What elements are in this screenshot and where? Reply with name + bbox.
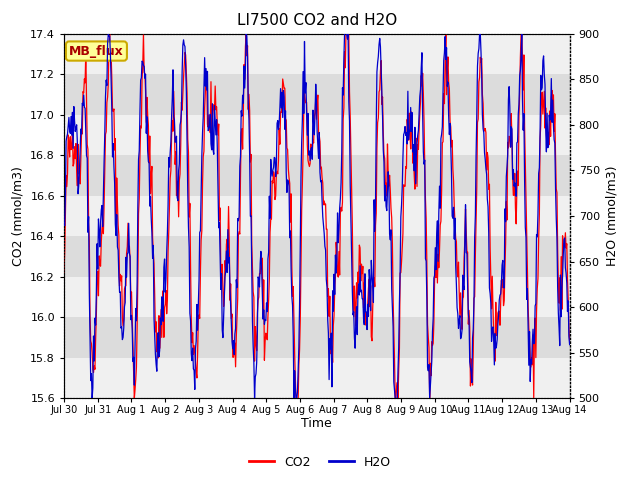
Text: MB_flux: MB_flux bbox=[69, 45, 124, 58]
Bar bbox=[64, 358, 570, 398]
Y-axis label: H2O (mmol/m3): H2O (mmol/m3) bbox=[605, 166, 618, 266]
Legend: CO2, H2O: CO2, H2O bbox=[244, 451, 396, 474]
Title: LI7500 CO2 and H2O: LI7500 CO2 and H2O bbox=[237, 13, 397, 28]
Bar bbox=[64, 277, 570, 317]
X-axis label: Time: Time bbox=[301, 417, 332, 430]
Bar bbox=[64, 196, 570, 236]
Bar bbox=[64, 115, 570, 155]
Y-axis label: CO2 (mmol/m3): CO2 (mmol/m3) bbox=[12, 166, 24, 266]
Bar bbox=[64, 34, 570, 74]
